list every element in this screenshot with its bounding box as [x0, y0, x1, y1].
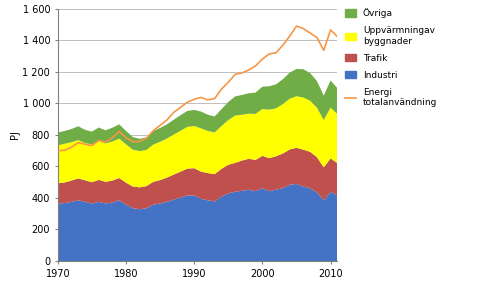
Y-axis label: PJ: PJ — [10, 130, 20, 139]
Legend: Övriga, Uppvärmningav
byggnader, Trafik, Industri, Energi
totalanvändning: Övriga, Uppvärmningav byggnader, Trafik,… — [345, 8, 437, 107]
